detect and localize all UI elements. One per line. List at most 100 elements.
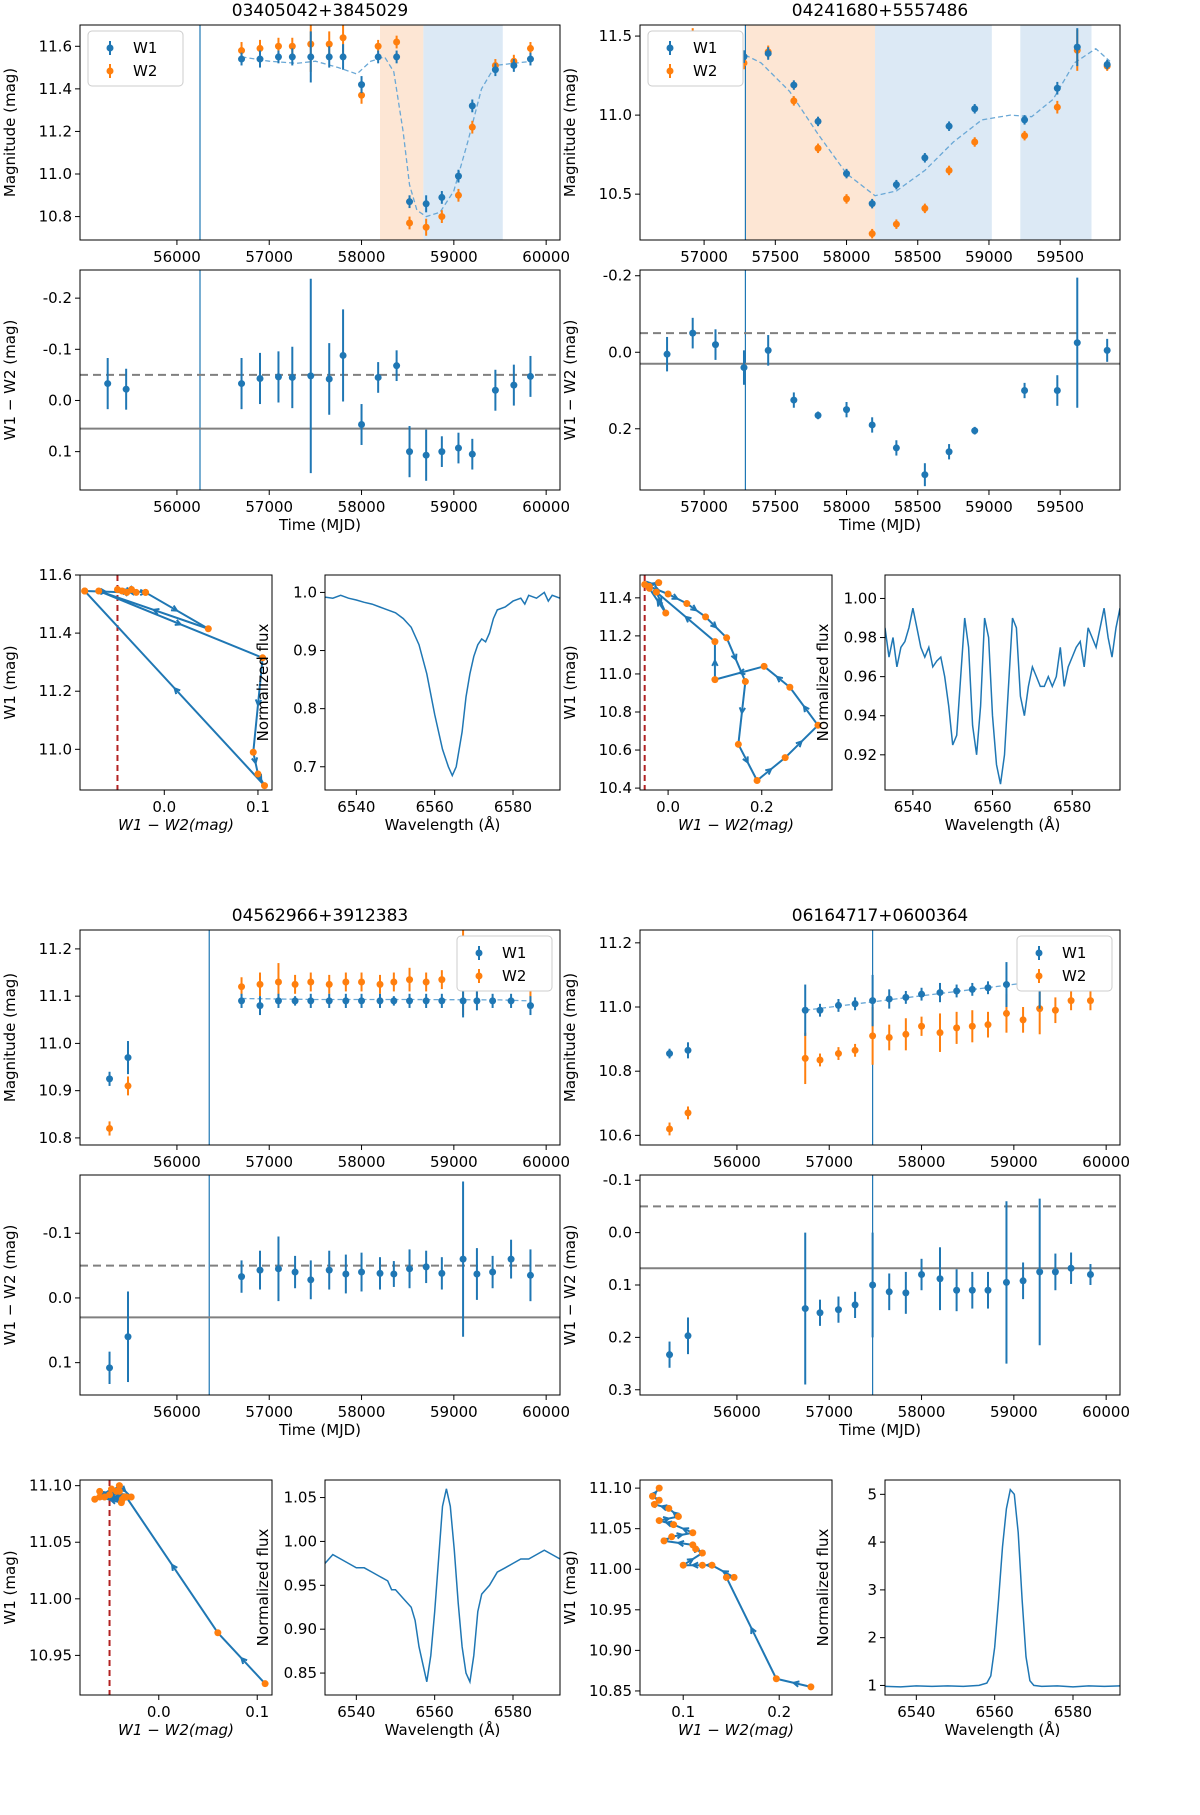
chart3-sp-plot-area [885,1487,1120,1688]
chart0-lc-xtick-label: 56000 [153,248,201,266]
color-point [122,385,130,393]
chart1-lc-xtick-label: 59000 [965,248,1013,266]
w2-point [790,97,798,105]
track-point [91,1495,99,1503]
w1-point [510,61,518,69]
chart1-cmd-ytick-label: 10.8 [599,703,632,721]
chart3-cc-xtick-label: 57000 [805,1403,853,1421]
chart1-cmd-plot-area [641,575,822,790]
chart2-lc-xtick-label: 56000 [153,1153,201,1171]
chart2-cc-plot-area [80,1175,560,1395]
chart2-sp-ytick-label: 1.00 [284,1532,317,1550]
track-point [814,721,822,729]
color-axis-label: W1 − W2 (mag) [1,1225,19,1346]
w2-point [438,976,446,984]
w2-point [325,980,333,988]
w1-point [1053,84,1061,92]
chart2-cmd-frame [79,1479,273,1696]
chart3-lc-xtick-label: 60000 [1082,1153,1130,1171]
color-axis-label: W1 − W2 (mag) [561,1225,579,1346]
track-point [132,588,140,596]
color-point [238,380,246,388]
track-arrow [665,1520,673,1528]
w2-point [238,983,246,991]
magnitude-axis-label: Magnitude (mag) [1,68,19,197]
wavelength-axis-label: Wavelength (Å) [945,815,1061,834]
w2-point [274,978,282,986]
chart1-sp-xtick-label: 6540 [894,798,932,816]
track-point [664,590,672,598]
track-point [772,1675,780,1683]
track-point [781,754,789,762]
track-arrow [171,1563,178,1571]
chart3-cc-ytick-label: 0.1 [608,1276,632,1294]
color-point [274,1265,282,1273]
chart3-cmd-ytick-label: 11.05 [589,1520,632,1538]
track-point [689,1529,697,1537]
highlight-span [1020,25,1092,240]
color-point [510,381,518,389]
cmd-x-axis-label-color: W1 − W2 [118,816,189,834]
track-point [96,1487,104,1495]
color-point [291,1268,299,1276]
panel-group-03405042+3845029: 03405042+3845029 56000 57000 58000 59000 6000… [1,1,570,834]
color-point [342,1270,350,1278]
w1-point [307,53,315,61]
legend-label: W1 [133,39,157,57]
w1-point [526,1002,534,1010]
color-point [869,1281,877,1289]
track-arrow [802,705,810,713]
chart3-sp-ytick-label: 2 [867,1629,877,1647]
chart3-lc-ytick-label: 10.8 [599,1062,632,1080]
chart2-cc-ytick-label: -0.1 [43,1224,72,1242]
w1-point [1002,981,1010,989]
track-point [261,782,269,790]
flux-axis-label: Normalized flux [254,624,272,742]
chart1-cmd-ytick-label: 11.0 [599,665,632,683]
track-point [106,1491,114,1499]
chart3-lc-xtick-label: 59000 [990,1153,1038,1171]
color-point [459,1255,467,1263]
chart2-lc-ytick-label: 11.2 [39,940,72,958]
color-point [438,1269,446,1277]
legend-label: W1 [502,944,526,962]
chart0-cc-frame [79,269,561,491]
track-arrow [671,593,679,600]
w1-point [507,997,515,1005]
w2-point [843,195,851,203]
color-point [526,1271,534,1279]
flux-axis-label: Normalized flux [814,624,832,742]
track-arrow [776,675,784,683]
chart1-sp-xtick-label: 6560 [973,798,1011,816]
w2-point [921,204,929,212]
chart0-lc-ytick-label: 11.0 [39,165,72,183]
chart3-cc-ytick-label: 0.0 [608,1224,632,1242]
chart2-cmd-ytick-label: 10.95 [29,1646,72,1664]
chart2-cc-xtick-label: 60000 [522,1403,570,1421]
track-point [665,1504,673,1512]
track-point [711,676,719,684]
track-point [655,1496,663,1504]
chart1-cmd-ytick-label: 11.4 [599,589,632,607]
w1-point [936,989,944,997]
chart0-cc-ytick-label: -0.2 [43,289,72,307]
chart1-lc-ytick-label: 11.0 [599,106,632,124]
chart1-lc-ytick-label: 11.5 [599,27,632,45]
chart0-sp-ytick-label: 0.9 [293,642,317,660]
chart0-cc-plot-area [80,270,560,490]
color-point [953,1286,961,1294]
chart2-lc-ytick-label: 10.8 [39,1129,72,1147]
track-point [668,1533,676,1541]
w1-point [274,53,282,61]
color-point [834,1306,842,1314]
track-point [708,1561,716,1569]
chart3-sp-xtick-label: 6560 [976,1703,1014,1721]
color-point [936,1275,944,1283]
cmd-x-axis-label-color: W1 − W2 [678,1721,749,1739]
w1-point [339,53,347,61]
track-point [734,740,742,748]
chart1-cmd-ytick-label: 11.2 [599,627,632,645]
track-arrow [660,1504,668,1512]
chart1-cmd-xtick-label: 0.2 [750,798,774,816]
chart0-sp-ytick-label: 1.0 [293,583,317,601]
